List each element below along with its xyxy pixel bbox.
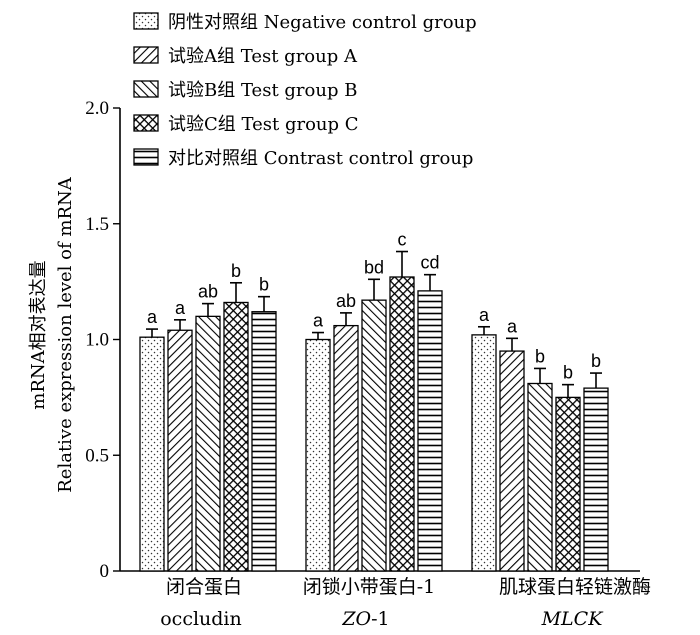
y-axis-label-cn: mRNA相对表达量: [28, 260, 49, 409]
y-tick-label: 0: [100, 561, 110, 582]
bar: [555, 396, 581, 572]
legend-swatch: [133, 148, 159, 166]
legend-label: 对比对照组 Contrast control group: [168, 148, 473, 169]
bar: [333, 324, 359, 572]
y-tick-label: 1.0: [85, 330, 109, 351]
legend-label: 阴性对照组 Negative control group: [168, 12, 477, 33]
bar: [583, 387, 609, 572]
significance-label: c: [398, 230, 407, 250]
legend-label: 试验C组 Test group C: [168, 114, 359, 135]
legend-swatch: [133, 12, 159, 30]
significance-label: a: [147, 307, 158, 327]
category-label-en: ZO-1: [341, 608, 389, 630]
category-label-cn: 肌球蛋白轻链激酶: [499, 576, 651, 598]
legend-swatch: [133, 80, 159, 98]
legend-swatch: [133, 46, 159, 64]
y-tick-label: 0.5: [85, 445, 109, 466]
legend-label: 试验B组 Test group B: [168, 80, 357, 101]
bar: [195, 315, 221, 572]
bar: [167, 329, 193, 572]
significance-label: ab: [198, 282, 218, 302]
significance-label: b: [259, 275, 269, 295]
y-ticks: 0 0.5 1.0 1.5 2.0: [85, 98, 120, 582]
significance-label: a: [507, 316, 518, 336]
significance-label: a: [479, 305, 490, 325]
legend-label: 试验A组 Test group A: [168, 46, 358, 67]
bar: [499, 350, 525, 572]
significance-label: cd: [420, 253, 439, 273]
significance-label: b: [591, 351, 601, 371]
y-tick-label: 2.0: [85, 98, 109, 119]
significance-label: b: [563, 363, 573, 383]
significance-label: b: [535, 346, 545, 366]
bar: [527, 382, 553, 572]
significance-label: ab: [336, 291, 356, 311]
category-label-cn: 闭合蛋白: [166, 576, 242, 598]
significance-label: a: [175, 298, 186, 318]
legend-swatch: [133, 114, 159, 132]
y-tick-label: 1.5: [85, 214, 109, 235]
bar: [361, 299, 387, 572]
y-axis-label-en: Relative expression level of mRNA: [55, 176, 76, 492]
bar: [389, 276, 415, 572]
significance-label: b: [231, 261, 241, 281]
bar: [417, 290, 443, 572]
legend: 阴性对照组 Negative control group 试验A组 Test gr…: [133, 12, 477, 169]
bar: [139, 336, 165, 572]
significance-label: a: [313, 311, 324, 331]
significance-label: bd: [364, 257, 384, 277]
category-label-en: occludin: [160, 608, 242, 630]
category-label-cn: 闭锁小带蛋白-1: [303, 576, 436, 598]
category-label-en: MLCK: [541, 608, 605, 630]
bar: [223, 301, 249, 572]
bar: [305, 338, 331, 572]
bar: [471, 334, 497, 572]
y-axis-label: mRNA相对表达量 Relative expression level of m…: [28, 176, 76, 492]
category-labels: 闭合蛋白 occludin 闭锁小带蛋白-1 ZO-1 肌球蛋白轻链激酶 MLCK: [160, 576, 651, 630]
bar: [251, 311, 277, 572]
